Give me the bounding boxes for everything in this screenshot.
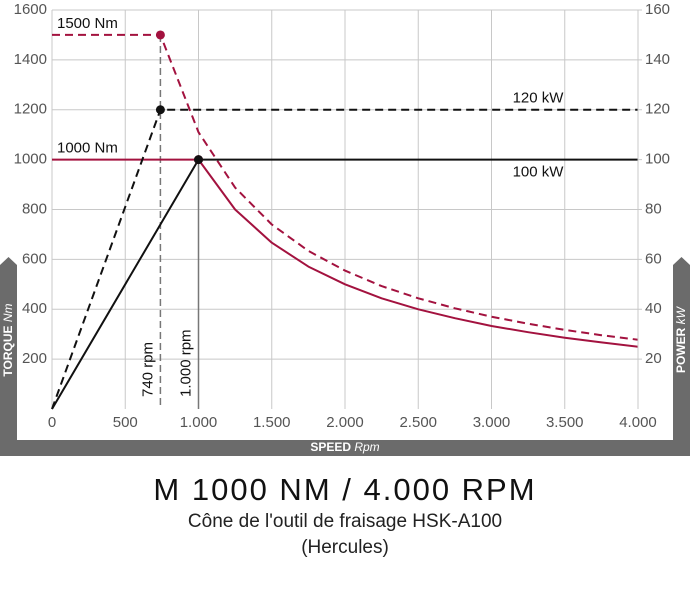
y2-axis-bar — [673, 257, 690, 440]
x-tick-label: 3.500 — [546, 414, 584, 431]
series-line — [52, 158, 639, 348]
y-tick-label: 1000 — [14, 151, 47, 168]
x-tick-label: 1.500 — [253, 414, 291, 431]
y2-tick-label: 160 — [645, 1, 670, 18]
series-label: 120 kW — [513, 90, 565, 107]
y2-tick-label: 140 — [645, 51, 670, 68]
y-tick-label: 1600 — [14, 1, 47, 18]
x-tick-label: 4.000 — [619, 414, 657, 431]
x-unit: Rpm — [354, 440, 379, 454]
knee-point — [155, 105, 165, 115]
series-label: 1500 Nm — [57, 15, 118, 32]
series-label: 100 kW — [513, 164, 565, 181]
series-label: 1000 Nm — [57, 140, 118, 157]
y2-axis-label: POWER kW — [674, 305, 688, 373]
y-axis-label: TORQUE Nm — [1, 303, 15, 376]
y2-label: POWER — [674, 327, 688, 373]
x-axis-label: SPEED Rpm — [310, 440, 379, 454]
y-tick-label: 1400 — [14, 51, 47, 68]
y2-tick-label: 100 — [645, 151, 670, 168]
x-label: SPEED — [310, 440, 351, 454]
chart-caption: (Hercules) — [301, 537, 389, 558]
knee-point — [155, 30, 165, 40]
y-tick-label: 400 — [22, 300, 47, 317]
y2-tick-label: 80 — [645, 200, 662, 217]
x-axis-bar — [0, 440, 690, 456]
x-tick-label: 2.000 — [326, 414, 364, 431]
y2-tick-label: 20 — [645, 350, 662, 367]
y2-tick-label: 60 — [645, 250, 662, 267]
y-tick-label: 600 — [22, 250, 47, 267]
chart-title: M 1000 NM / 4.000 RPM — [153, 472, 536, 507]
y-label: TORQUE — [1, 325, 15, 376]
x-tick-label: 1.000 — [180, 414, 218, 431]
y-unit: Nm — [1, 303, 15, 322]
reference-label: 1.000 rpm — [177, 329, 194, 397]
y-tick-label: 800 — [22, 200, 47, 217]
plot: 0 500 1.000 1.500 2.000 2.500 3.000 3.500 4.000 2… — [14, 1, 670, 431]
knee-point — [194, 155, 203, 165]
y-axis-bar — [0, 257, 17, 440]
y2-tick-label: 40 — [645, 300, 662, 317]
series-line — [52, 33, 639, 341]
x-tick-label: 0 — [48, 414, 56, 431]
y-tick-label: 200 — [22, 350, 47, 367]
y2-unit: kW — [674, 305, 688, 324]
y2-tick-label: 120 — [645, 101, 670, 118]
chart-subtitle: Cône de l'outil de fraisage HSK-A100 — [188, 511, 502, 532]
y-tick-label: 1200 — [14, 101, 47, 118]
x-tick-label: 500 — [113, 414, 138, 431]
x-tick-label: 2.500 — [399, 414, 437, 431]
x-tick-label: 3.000 — [473, 414, 511, 431]
reference-label: 740 rpm — [139, 342, 156, 397]
